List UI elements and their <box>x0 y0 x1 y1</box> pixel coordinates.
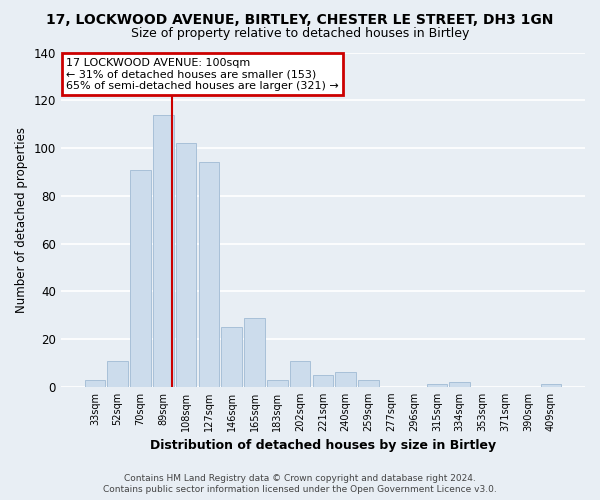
Text: Size of property relative to detached houses in Birtley: Size of property relative to detached ho… <box>131 28 469 40</box>
Bar <box>244 318 265 387</box>
Bar <box>541 384 561 387</box>
Text: 17 LOCKWOOD AVENUE: 100sqm
← 31% of detached houses are smaller (153)
65% of sem: 17 LOCKWOOD AVENUE: 100sqm ← 31% of deta… <box>66 58 339 90</box>
Text: Contains HM Land Registry data © Crown copyright and database right 2024.
Contai: Contains HM Land Registry data © Crown c… <box>103 474 497 494</box>
Bar <box>130 170 151 387</box>
Bar <box>427 384 447 387</box>
Bar <box>358 380 379 387</box>
Bar <box>449 382 470 387</box>
Bar <box>267 380 287 387</box>
Bar <box>153 114 173 387</box>
Bar <box>107 360 128 387</box>
Bar <box>176 143 196 387</box>
Bar <box>335 372 356 387</box>
X-axis label: Distribution of detached houses by size in Birtley: Distribution of detached houses by size … <box>150 440 496 452</box>
Bar <box>199 162 219 387</box>
Bar <box>85 380 105 387</box>
Text: 17, LOCKWOOD AVENUE, BIRTLEY, CHESTER LE STREET, DH3 1GN: 17, LOCKWOOD AVENUE, BIRTLEY, CHESTER LE… <box>46 12 554 26</box>
Bar <box>313 375 333 387</box>
Bar <box>290 360 310 387</box>
Y-axis label: Number of detached properties: Number of detached properties <box>15 126 28 312</box>
Bar <box>221 327 242 387</box>
